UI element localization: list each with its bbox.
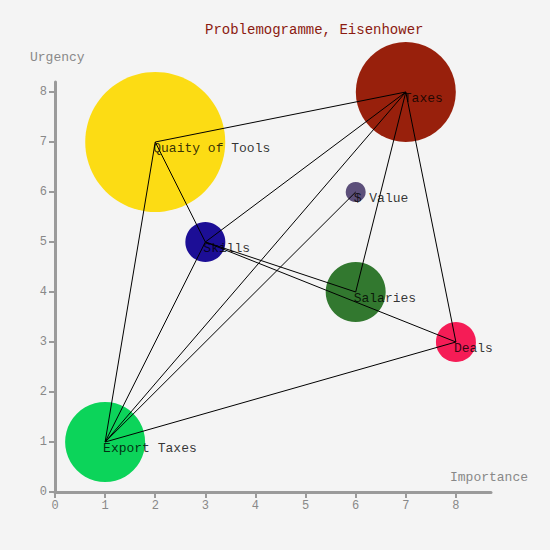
svg-text:Urgency: Urgency <box>30 50 85 65</box>
svg-text:7: 7 <box>402 499 409 513</box>
svg-text:Taxes: Taxes <box>404 91 443 106</box>
svg-text:$ Value: $ Value <box>354 191 409 206</box>
svg-text:1: 1 <box>102 499 109 513</box>
svg-text:6: 6 <box>40 185 47 199</box>
svg-text:Importance: Importance <box>450 470 528 485</box>
svg-text:Export Taxes: Export Taxes <box>103 441 197 456</box>
svg-text:3: 3 <box>202 499 209 513</box>
svg-text:5: 5 <box>302 499 309 513</box>
svg-text:8: 8 <box>452 499 459 513</box>
svg-text:4: 4 <box>40 285 47 299</box>
svg-text:2: 2 <box>152 499 159 513</box>
svg-text:Salaries: Salaries <box>354 291 416 306</box>
svg-text:0: 0 <box>51 499 58 513</box>
svg-text:Deals: Deals <box>454 341 493 356</box>
svg-text:6: 6 <box>352 499 359 513</box>
svg-text:2: 2 <box>40 385 47 399</box>
svg-text:5: 5 <box>40 235 47 249</box>
svg-text:Problemogramme, Eisenhower: Problemogramme, Eisenhower <box>205 22 423 38</box>
svg-text:Skills: Skills <box>203 241 250 256</box>
svg-text:1: 1 <box>40 435 47 449</box>
svg-text:8: 8 <box>40 85 47 99</box>
svg-text:0: 0 <box>40 485 47 499</box>
svg-text:3: 3 <box>40 335 47 349</box>
svg-text:7: 7 <box>40 135 47 149</box>
svg-text:4: 4 <box>252 499 259 513</box>
svg-text:Quaity of Tools: Quaity of Tools <box>153 141 270 156</box>
